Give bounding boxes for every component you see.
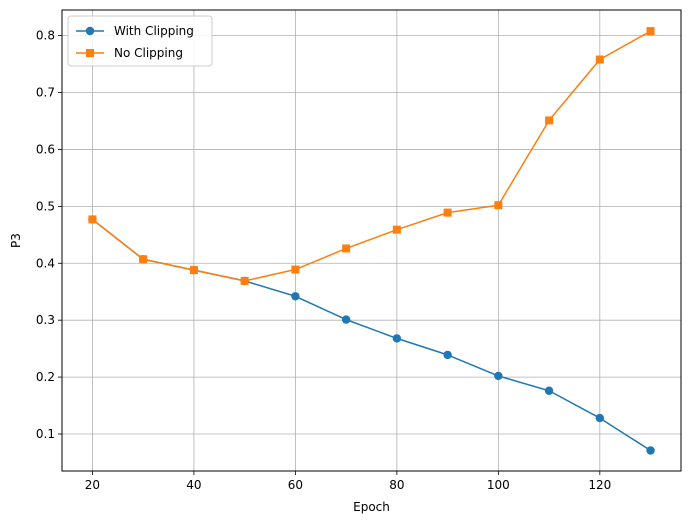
grid-layer [62, 10, 681, 471]
x-tick-label: 20 [85, 478, 100, 492]
y-tick-label: 0.7 [36, 86, 55, 100]
x-tick-label: 120 [588, 478, 611, 492]
data-point [189, 266, 198, 275]
series-with-clipping [88, 215, 655, 455]
x-axis-label: Epoch [353, 500, 390, 514]
data-point [291, 292, 300, 301]
legend-marker [85, 26, 95, 36]
series-layer [88, 27, 655, 455]
data-point [494, 371, 503, 381]
series-no-clipping [88, 27, 655, 285]
legend-label: With Clipping [114, 24, 194, 38]
x-tick-label: 80 [389, 478, 404, 492]
data-point [342, 244, 351, 253]
legend: With Clipping No Clipping [67, 15, 213, 67]
legend-item: With Clipping [76, 24, 194, 38]
data-point [595, 55, 604, 64]
data-point [240, 276, 249, 285]
legend-item: No Clipping [76, 46, 183, 60]
tick-layer: 20 40 60 80 100 120 0.1 0.2 0.3 0.4 0.5 0.6 0.7 0.8 [36, 29, 611, 492]
data-point [646, 27, 655, 36]
data-point [139, 255, 148, 264]
x-tick-label: 100 [487, 478, 510, 492]
data-point [392, 225, 401, 234]
data-point [494, 201, 503, 210]
y-tick-label: 0.8 [36, 29, 55, 43]
data-point [392, 334, 402, 343]
data-point [443, 208, 452, 217]
x-tick-label: 60 [288, 478, 303, 492]
data-point [341, 315, 351, 324]
y-axis-label: P3 [9, 233, 23, 248]
y-tick-label: 0.2 [36, 370, 55, 384]
series-line [91, 30, 651, 282]
plot-frame [61, 9, 682, 472]
legend-label: No Clipping [114, 46, 183, 60]
data-point [646, 446, 655, 455]
legend-marker [86, 49, 94, 57]
y-tick-label: 0.6 [36, 142, 55, 156]
data-point [88, 215, 97, 224]
y-tick-label: 0.3 [36, 313, 55, 327]
y-tick-label: 0.5 [36, 199, 55, 213]
y-tick-label: 0.4 [36, 256, 55, 270]
data-point [545, 116, 554, 125]
y-tick-label: 0.1 [36, 427, 55, 441]
data-point [443, 350, 452, 360]
x-tick-label: 40 [186, 478, 201, 492]
data-point [595, 413, 605, 423]
data-point [544, 386, 554, 395]
series-line [91, 218, 651, 452]
data-point [291, 265, 300, 274]
